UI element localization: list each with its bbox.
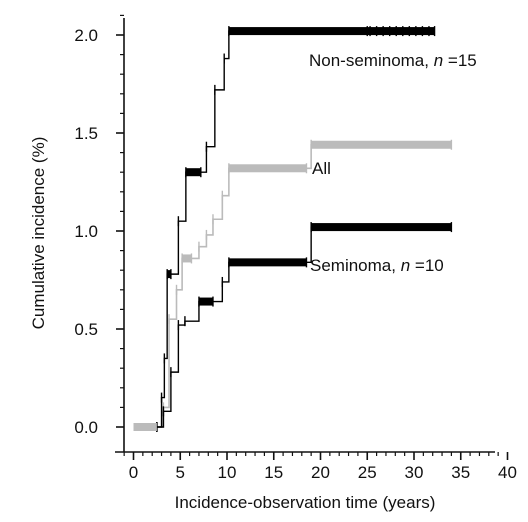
censor-band-1 bbox=[311, 140, 452, 149]
series-line-1 bbox=[133, 143, 452, 428]
censor-band-all-start bbox=[133, 423, 157, 431]
series-layer bbox=[133, 26, 453, 432]
y-tick-label: 0.5 bbox=[74, 320, 98, 339]
series-label-non-seminoma-name: Non-seminoma, bbox=[309, 51, 434, 70]
x-tick-label: 40 bbox=[498, 463, 517, 482]
censor-band-0 bbox=[228, 27, 368, 36]
x-tick-label: 35 bbox=[451, 463, 470, 482]
series-label-non-seminoma-n: n bbox=[434, 51, 443, 70]
series-label-seminoma-count: =10 bbox=[410, 256, 444, 275]
censor-band-2 bbox=[311, 223, 452, 232]
x-tick-label: 0 bbox=[129, 463, 138, 482]
x-tick-label: 20 bbox=[311, 463, 330, 482]
series-label-non-seminoma: Non-seminoma, n =15 bbox=[309, 51, 477, 70]
y-tick-label: 0.0 bbox=[74, 418, 98, 437]
y-axis-title: Cumulative incidence (%) bbox=[29, 137, 48, 330]
series-label-all-name: All bbox=[312, 159, 331, 178]
series-label-seminoma: Seminoma, n =10 bbox=[310, 256, 444, 275]
x-tick-label: 30 bbox=[405, 463, 424, 482]
x-tick-label: 5 bbox=[176, 463, 185, 482]
censor-band-0 bbox=[167, 270, 171, 279]
censor-band-1 bbox=[228, 164, 307, 173]
censor-band-2 bbox=[228, 258, 307, 267]
y-tick-label: 1.5 bbox=[74, 124, 98, 143]
ticks-group: 0.0 0.5 1.0 1.5 2.0 0 5 10 15 20 25 30 35 40 bbox=[74, 14, 517, 482]
censor-band-2 bbox=[198, 297, 213, 306]
series-label-non-seminoma-count: =15 bbox=[443, 51, 477, 70]
series-label-seminoma-n: n bbox=[401, 256, 410, 275]
series-label-all: All bbox=[312, 159, 331, 178]
series-label-seminoma-name: Seminoma, bbox=[310, 256, 401, 275]
y-tick-label: 1.0 bbox=[74, 222, 98, 241]
x-tick-label: 10 bbox=[218, 463, 237, 482]
censor-band-0 bbox=[367, 27, 435, 36]
x-tick-label: 25 bbox=[358, 463, 377, 482]
axes-group bbox=[115, 18, 495, 453]
censor-band-0 bbox=[185, 168, 201, 177]
series-line-0 bbox=[133, 30, 435, 428]
y-tick-label: 2.0 bbox=[74, 26, 98, 45]
x-tick-label: 15 bbox=[264, 463, 283, 482]
censor-band-1 bbox=[182, 254, 192, 263]
x-axis-title: Incidence-observation time (years) bbox=[175, 493, 436, 512]
